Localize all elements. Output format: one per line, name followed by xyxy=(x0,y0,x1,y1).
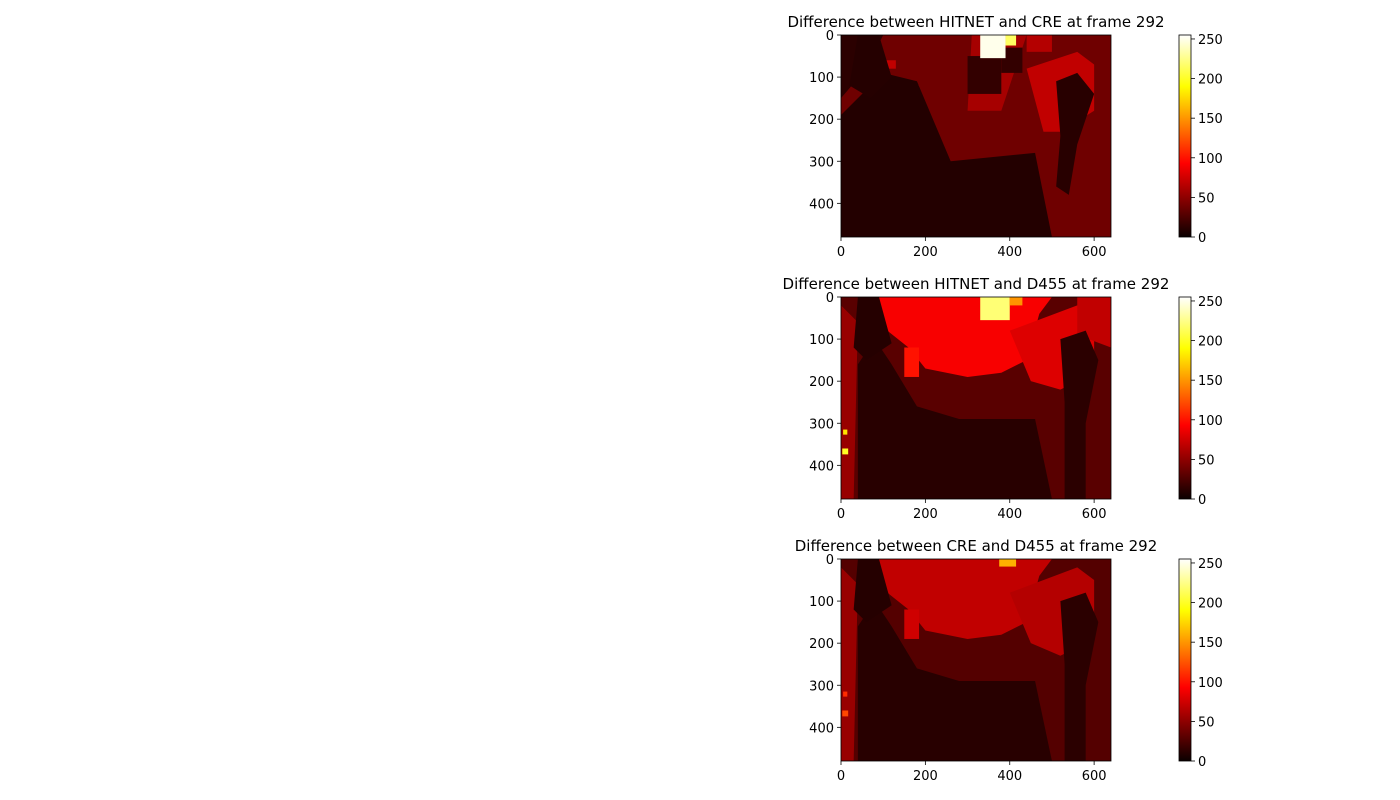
heatmap-region xyxy=(1060,330,1099,499)
y-tick-label: 0 xyxy=(826,553,834,568)
x-tick-label: 600 xyxy=(1082,769,1107,784)
panel-title: Difference between HITNET and CRE at fra… xyxy=(787,13,1164,31)
y-tick-label: 300 xyxy=(809,155,834,170)
y-tick-label: 300 xyxy=(809,679,834,694)
heatmap-panel-1: Difference between HITNET and CRE at fra… xyxy=(787,13,1222,260)
colorbar-tick-label: 200 xyxy=(1198,335,1223,350)
y-tick-label: 200 xyxy=(809,113,834,128)
y-tick-label: 100 xyxy=(809,333,834,348)
heatmap-region xyxy=(980,297,1010,321)
x-tick-label: 0 xyxy=(837,769,845,784)
x-tick-label: 600 xyxy=(1082,245,1107,260)
heatmap-image xyxy=(841,35,1111,237)
colorbar-tick-label: 150 xyxy=(1198,636,1223,651)
y-tick-label: 200 xyxy=(809,375,834,390)
heatmap-region xyxy=(999,559,1017,567)
heatmap-region xyxy=(1026,35,1052,52)
colorbar-tick-label: 150 xyxy=(1198,374,1223,389)
heatmap-region xyxy=(857,601,1052,761)
colorbar-tick-label: 250 xyxy=(1198,557,1223,572)
y-tick-label: 400 xyxy=(809,459,834,474)
y-tick-label: 200 xyxy=(809,637,834,652)
heatmap-region xyxy=(842,710,849,717)
heatmap-region xyxy=(904,347,920,377)
colorbar-tick-label: 200 xyxy=(1198,597,1223,612)
x-tick-label: 200 xyxy=(913,769,938,784)
heatmap-region xyxy=(853,297,892,361)
colorbar: 0 50 100 150 200 250 xyxy=(1178,33,1223,246)
colorbar-tick-label: 50 xyxy=(1198,191,1215,206)
y-tick-label: 400 xyxy=(809,721,834,736)
colorbar-tick-label: 0 xyxy=(1198,231,1206,246)
colorbar-tick-label: 100 xyxy=(1198,676,1223,691)
heatmap-region xyxy=(843,429,848,435)
x-tick-label: 200 xyxy=(913,507,938,522)
heatmap-region xyxy=(1001,47,1023,73)
x-tick-label: 0 xyxy=(837,507,845,522)
heatmap-panel-3: Difference between CRE and D455 at frame… xyxy=(795,537,1223,784)
heatmap-region xyxy=(967,56,1002,94)
heatmap-image xyxy=(841,297,1111,499)
y-tick-label: 100 xyxy=(809,71,834,86)
colorbar-tick-label: 100 xyxy=(1198,152,1223,167)
heatmap-region xyxy=(841,72,1052,237)
panel-title: Difference between HITNET and D455 at fr… xyxy=(783,275,1170,293)
panel-title: Difference between CRE and D455 at frame… xyxy=(795,537,1158,555)
colorbar-gradient xyxy=(1178,558,1192,762)
y-tick-label: 0 xyxy=(826,29,834,44)
heatmap-region xyxy=(1005,35,1017,46)
heatmap-region xyxy=(842,448,849,455)
y-tick-label: 300 xyxy=(809,417,834,432)
colorbar: 0 50 100 150 200 250 xyxy=(1178,295,1223,508)
colorbar-tick-label: 250 xyxy=(1198,33,1223,48)
colorbar-tick-label: 100 xyxy=(1198,414,1223,429)
heatmap-region xyxy=(843,691,848,697)
colorbar-tick-label: 0 xyxy=(1198,493,1206,508)
x-tick-label: 400 xyxy=(997,507,1022,522)
colorbar-tick-label: 250 xyxy=(1198,295,1223,310)
colorbar-tick-label: 50 xyxy=(1198,715,1215,730)
heatmap-region xyxy=(849,35,892,99)
colorbar-tick-label: 0 xyxy=(1198,755,1206,770)
colorbar-tick-label: 200 xyxy=(1198,73,1223,88)
x-tick-label: 400 xyxy=(997,245,1022,260)
heatmap-panel-2: Difference between HITNET and D455 at fr… xyxy=(783,275,1223,522)
x-tick-label: 200 xyxy=(913,245,938,260)
axes-frame xyxy=(840,558,1112,762)
colorbar-tick-label: 50 xyxy=(1198,453,1215,468)
heatmap-region xyxy=(853,559,892,623)
heatmap-region xyxy=(857,339,1052,499)
y-tick-label: 400 xyxy=(809,197,834,212)
colorbar-tick-label: 150 xyxy=(1198,112,1223,127)
heatmap-region xyxy=(980,35,1006,59)
heatmap-region xyxy=(1060,592,1099,761)
y-tick-label: 100 xyxy=(809,595,834,610)
heatmap-image xyxy=(841,559,1111,761)
axes-frame xyxy=(840,296,1112,500)
y-tick-label: 0 xyxy=(826,291,834,306)
x-tick-label: 0 xyxy=(837,245,845,260)
heatmap-region xyxy=(1009,297,1023,306)
colorbar-gradient xyxy=(1178,34,1192,238)
heatmap-region xyxy=(904,609,920,639)
heatmap-region xyxy=(1056,72,1095,195)
x-tick-label: 600 xyxy=(1082,507,1107,522)
axes-frame xyxy=(840,34,1112,238)
colorbar: 0 50 100 150 200 250 xyxy=(1178,557,1223,770)
x-tick-label: 400 xyxy=(997,769,1022,784)
colorbar-gradient xyxy=(1178,296,1192,500)
